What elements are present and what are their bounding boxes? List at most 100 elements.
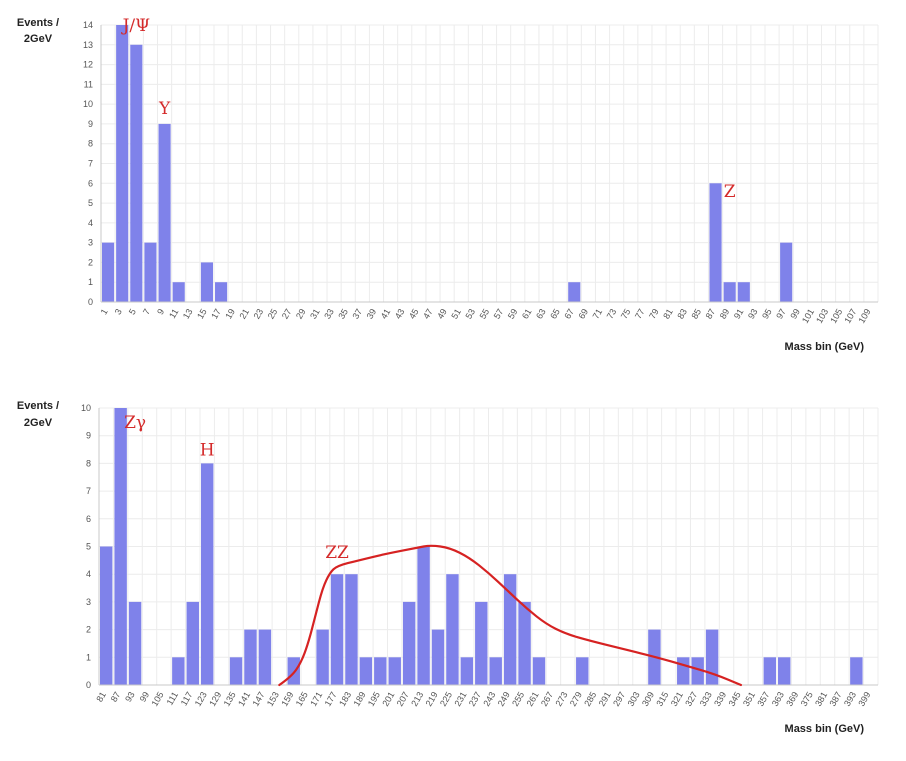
y-axis-label: 2GeV [24,417,53,429]
x-tick-label: 387 [827,690,843,708]
x-tick-label: 255 [510,690,526,708]
x-tick-label: 177 [323,690,339,708]
x-tick-label: 357 [755,690,771,708]
bar-87 [114,408,127,685]
x-tick-label: 201 [380,690,396,708]
y-tick-label: 4 [88,218,93,228]
bar-357 [763,657,777,685]
bar-213 [417,546,430,685]
bar-11 [172,282,185,302]
x-tick-label: 59 [506,307,520,321]
x-tick-label: 333 [698,690,714,708]
x-tick-label: 345 [727,690,743,708]
x-tick-label: 19 [223,307,237,321]
x-tick-label: 77 [633,307,647,321]
peak-annotation: Υ [158,99,171,119]
bar-3 [116,25,129,302]
bar-261 [532,657,546,685]
x-tick-label: 83 [675,307,689,321]
x-tick-label: 111 [165,690,181,707]
x-tick-label: 363 [770,690,786,708]
x-tick-label: 91 [732,307,746,321]
x-tick-label: 285 [582,690,598,708]
y-tick-label: 9 [86,431,91,441]
x-tick-label: 7 [141,307,152,316]
x-tick-label: 101 [800,307,816,325]
x-tick-label: 207 [395,690,411,708]
bar-9 [158,123,171,302]
x-tick-label: 393 [842,690,858,708]
x-tick-label: 375 [799,690,815,708]
y-axis-label: Events / [17,400,59,412]
x-tick-label: 15 [195,307,209,321]
bar-189 [359,657,373,685]
peak-annotation: Z [724,182,736,202]
bar-141 [244,629,257,685]
peak-annotation: J/Ψ [121,16,151,36]
x-tick-label: 33 [322,307,336,321]
x-tick-label: 123 [193,690,209,708]
x-tick-label: 273 [553,690,569,708]
x-tick-label: 89 [718,307,732,321]
x-tick-label: 171 [308,690,324,708]
bar-279 [576,657,589,685]
x-tick-label: 261 [525,690,541,708]
x-tick-label: 23 [252,307,266,321]
x-tick-label: 95 [760,307,774,321]
bar-201 [388,657,401,685]
peak-annotation: H [200,441,215,461]
x-tick-label: 103 [814,307,830,325]
bar-171 [316,629,329,685]
x-tick-label: 267 [539,690,555,708]
y-tick-label: 2 [88,257,93,267]
x-tick-label: 69 [576,307,590,321]
x-tick-label: 315 [654,690,670,708]
bar-87 [709,183,722,302]
zz-background-curve [278,544,743,687]
x-tick-label: 303 [626,690,642,708]
x-tick-label: 3 [113,307,124,316]
x-tick-label: 153 [265,690,281,708]
y-tick-label: 5 [88,198,93,208]
bar-231 [460,657,474,685]
y-tick-label: 4 [86,569,91,579]
bar-1 [102,242,115,302]
x-tick-label: 105 [149,690,165,708]
x-tick-label: 51 [449,307,463,321]
x-tick-label: 11 [167,307,180,320]
x-tick-label: 249 [496,690,512,708]
x-tick-label: 243 [481,690,497,708]
bar-147 [258,629,272,685]
x-tick-label: 237 [467,690,483,708]
bar-89 [723,282,736,302]
x-tick-label: 99 [138,690,152,704]
y-tick-label: 6 [86,514,91,524]
x-tick-label: 31 [308,307,322,321]
y-tick-label: 1 [88,277,93,287]
bar-7 [144,242,157,302]
bar-321 [677,657,690,685]
peak-annotation: ZZ [325,543,349,563]
x-tick-label: 213 [409,690,425,708]
bar-5 [130,44,143,303]
x-tick-label: 93 [123,690,137,704]
x-tick-label: 399 [856,690,872,708]
x-tick-label: 79 [647,307,661,321]
x-tick-label: 63 [534,307,548,321]
bar-81 [100,546,113,685]
bar-333 [705,629,719,685]
x-tick-label: 1 [99,307,110,316]
x-tick-label: 147 [250,690,266,708]
x-tick-label: 339 [712,690,728,708]
x-tick-label: 141 [236,690,252,708]
x-tick-label: 29 [294,307,308,321]
x-tick-label: 297 [611,690,627,708]
bar-207 [402,601,416,685]
bar-243 [489,657,502,685]
x-tick-label: 39 [365,307,379,321]
x-tick-label: 165 [294,690,310,708]
x-tick-label: 17 [209,307,223,321]
x-tick-label: 9 [155,307,166,316]
